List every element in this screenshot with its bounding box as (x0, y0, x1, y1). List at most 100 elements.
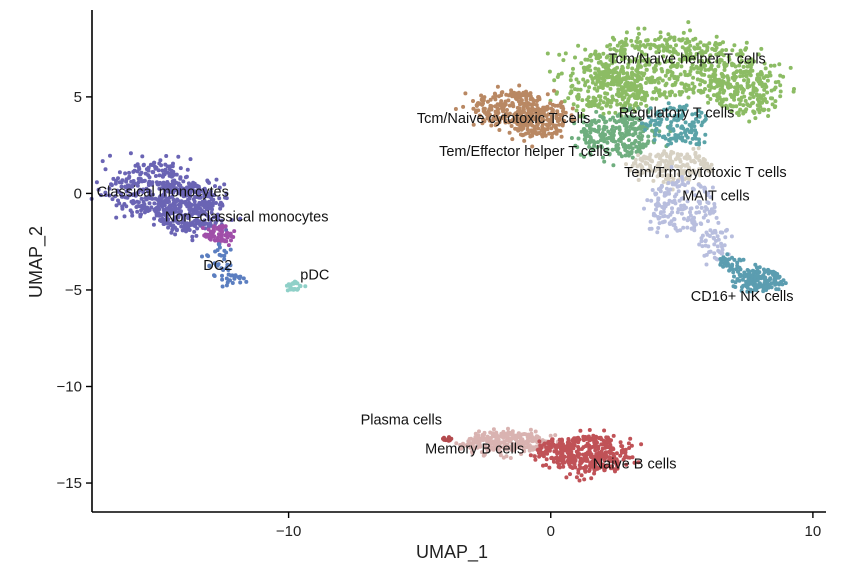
data-point (285, 288, 290, 293)
data-point (729, 109, 734, 114)
data-point (581, 437, 586, 442)
data-point (669, 120, 674, 125)
data-point (679, 168, 684, 173)
data-point (482, 452, 487, 457)
data-point (648, 219, 653, 224)
data-point (588, 126, 592, 131)
data-point (611, 136, 616, 141)
data-point (754, 92, 759, 97)
data-point (720, 230, 725, 235)
data-point (759, 46, 764, 51)
data-point (611, 433, 616, 438)
data-point (666, 132, 671, 137)
data-point (667, 221, 672, 226)
data-point (548, 120, 553, 125)
data-point (618, 80, 623, 85)
data-point (760, 284, 765, 289)
data-point (747, 96, 752, 101)
data-point (712, 202, 717, 206)
data-point (676, 189, 681, 194)
data-point (187, 212, 192, 217)
data-point (737, 63, 742, 68)
data-point (224, 191, 229, 196)
data-point (606, 70, 611, 75)
data-point (755, 97, 760, 102)
data-point (624, 30, 629, 35)
data-point (581, 120, 586, 125)
data-point (633, 139, 638, 144)
data-point (158, 158, 163, 163)
data-point (585, 123, 589, 128)
data-point (202, 218, 207, 223)
data-point (749, 60, 754, 65)
data-point (547, 448, 552, 453)
data-point (650, 159, 655, 164)
data-point (164, 154, 169, 158)
data-point (688, 69, 693, 74)
data-point (667, 49, 672, 54)
data-point (503, 119, 508, 124)
data-point (560, 448, 565, 453)
data-point (619, 67, 624, 72)
data-point (206, 214, 211, 219)
data-point (587, 446, 592, 451)
data-point (624, 162, 628, 167)
data-point (624, 462, 629, 467)
data-point (745, 64, 750, 69)
data-point (714, 215, 719, 220)
data-point (698, 173, 702, 178)
data-point (629, 150, 634, 155)
data-point (661, 54, 666, 59)
data-point (547, 131, 552, 136)
data-point (657, 122, 662, 127)
data-point (520, 93, 525, 98)
data-point (116, 176, 120, 181)
cluster-label: Memory B cells (425, 441, 524, 457)
data-point (664, 151, 668, 156)
data-point (670, 159, 675, 164)
data-point (210, 207, 214, 212)
data-point (667, 113, 672, 117)
data-point (653, 38, 658, 42)
data-point (537, 95, 542, 100)
cluster-label: Tcm/Naive helper T cells (608, 51, 765, 67)
data-point (690, 186, 695, 191)
data-point (545, 92, 550, 97)
data-point (193, 203, 197, 208)
data-point (681, 30, 686, 35)
data-point (504, 92, 509, 97)
data-point (777, 62, 782, 67)
data-point (648, 76, 653, 81)
data-point (628, 168, 633, 173)
data-point (728, 265, 733, 270)
data-point (529, 431, 534, 436)
data-point (569, 89, 574, 94)
data-point (623, 153, 628, 158)
data-point (549, 135, 554, 140)
data-point (566, 457, 571, 462)
data-point (229, 238, 233, 243)
data-point (705, 161, 710, 166)
data-point (630, 70, 635, 75)
data-point (757, 281, 762, 286)
data-point (222, 253, 227, 258)
data-point (622, 47, 627, 52)
data-point (190, 207, 194, 212)
data-point (742, 78, 746, 83)
data-point (447, 438, 452, 443)
data-point (596, 104, 601, 109)
data-point (707, 41, 712, 46)
data-point (534, 434, 539, 439)
data-point (184, 174, 189, 179)
data-point (200, 221, 205, 226)
data-point (135, 209, 140, 214)
data-point (667, 90, 672, 95)
series-mait-cells (642, 165, 734, 267)
data-point (150, 182, 155, 187)
data-point (165, 185, 170, 189)
data-point (549, 455, 554, 460)
data-point (218, 206, 223, 211)
data-point (119, 191, 124, 196)
data-point (705, 45, 710, 50)
data-point (516, 442, 521, 447)
